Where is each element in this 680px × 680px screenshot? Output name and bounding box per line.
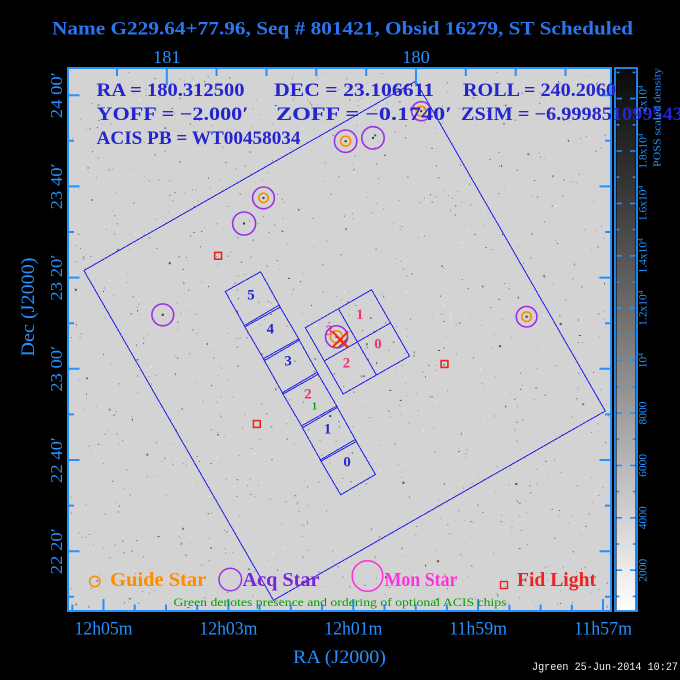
svg-text:1.8x104: 1.8x104: [636, 133, 650, 169]
svg-text:RA (J2000): RA (J2000): [293, 647, 386, 668]
svg-text:12h03m: 12h03m: [199, 619, 257, 640]
svg-text:Jgreen 25-Jun-2014 10:27: Jgreen 25-Jun-2014 10:27: [532, 662, 678, 674]
svg-text:22 40′: 22 40′: [47, 437, 66, 483]
svg-text:RA = 180.312500: RA = 180.312500: [97, 81, 245, 101]
svg-text:YOFF = −2.000′: YOFF = −2.000′: [97, 105, 249, 125]
svg-text:Name G229.64+77.96, Seq # 8014: Name G229.64+77.96, Seq # 801421, Obsid …: [52, 19, 633, 40]
svg-text:Fid Light: Fid Light: [517, 570, 597, 591]
svg-text:POSS scaled density: POSS scaled density: [652, 67, 664, 167]
svg-text:Green denotes presence and ord: Green denotes presence and ordering of o…: [174, 595, 507, 609]
svg-text:0: 0: [343, 455, 350, 471]
svg-text:2: 2: [343, 356, 350, 372]
svg-text:181: 181: [153, 47, 181, 67]
svg-text:11h57m: 11h57m: [574, 619, 632, 640]
svg-text:1.4x104: 1.4x104: [636, 238, 650, 274]
svg-text:22 20′: 22 20′: [47, 528, 66, 574]
svg-text:5: 5: [247, 288, 254, 304]
svg-text:2: 2: [304, 386, 311, 402]
svg-text:1: 1: [356, 307, 363, 323]
svg-text:DEC = 23.106611: DEC = 23.106611: [274, 81, 434, 101]
svg-text:0: 0: [374, 337, 381, 353]
svg-text:6000: 6000: [638, 454, 650, 477]
svg-text:Dec (J2000): Dec (J2000): [18, 258, 39, 357]
svg-text:24 00′: 24 00′: [47, 72, 66, 118]
svg-text:Guide Star: Guide Star: [110, 570, 206, 591]
svg-text:8000: 8000: [638, 401, 650, 424]
svg-text:12h05m: 12h05m: [75, 619, 133, 640]
svg-text:Acq Star: Acq Star: [243, 570, 320, 591]
svg-text:4000: 4000: [638, 506, 650, 529]
svg-text:1: 1: [312, 401, 317, 412]
svg-text:Mon Star: Mon Star: [385, 570, 458, 591]
svg-text:2000: 2000: [638, 558, 650, 581]
svg-text:ROLL = 240.2060: ROLL = 240.2060: [463, 81, 616, 101]
svg-text:1.2x104: 1.2x104: [636, 290, 650, 326]
svg-text:2x104: 2x104: [636, 85, 650, 112]
svg-text:4: 4: [267, 321, 275, 337]
svg-text:1.6x104: 1.6x104: [636, 185, 650, 221]
svg-text:23 40′: 23 40′: [47, 163, 66, 209]
svg-text:23 00′: 23 00′: [47, 346, 66, 392]
svg-text:ZOFF = −0.1740′: ZOFF = −0.1740′: [276, 105, 452, 125]
svg-text:ZSIM = −6.9998510995432: ZSIM = −6.9998510995432: [461, 105, 680, 125]
svg-text:3: 3: [284, 353, 291, 369]
svg-text:ACIS PB = WT00458034: ACIS PB = WT00458034: [97, 129, 301, 149]
svg-text:12h01m: 12h01m: [324, 619, 382, 640]
svg-text:11h59m: 11h59m: [449, 619, 507, 640]
svg-text:3: 3: [325, 323, 332, 339]
svg-text:1: 1: [324, 421, 331, 437]
svg-text:180: 180: [402, 47, 430, 67]
svg-text:23 20′: 23 20′: [47, 255, 66, 301]
